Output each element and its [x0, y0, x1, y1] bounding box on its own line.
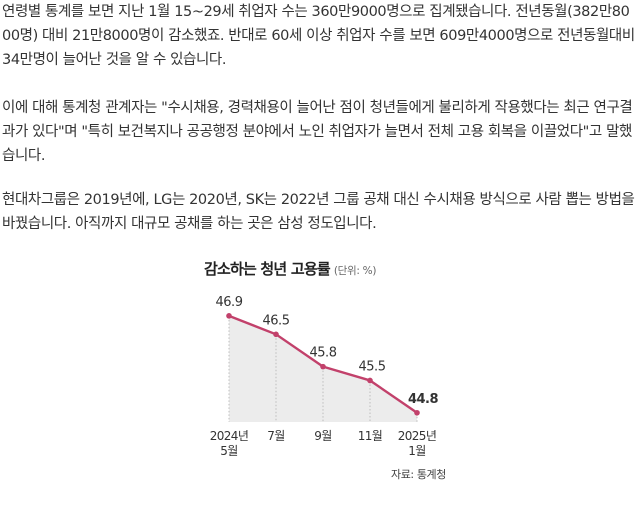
chart-data-label: 46.5 — [263, 313, 290, 328]
chart-point — [320, 363, 326, 370]
article-paragraph-2: 이에 대해 통계청 관계자는 "수시채용, 경력채용이 늘어난 점이 청년들에게… — [2, 100, 633, 164]
chart-x-tick-label: 9월 — [314, 429, 331, 443]
chart-data-label: 44.8 — [408, 392, 439, 407]
article-paragraph-3: 현대차그룹은 2019년에, LG는 2020년, SK는 2022년 그룹 공… — [2, 192, 635, 232]
chart-data-label: 46.9 — [216, 295, 243, 310]
chart-point — [414, 409, 420, 416]
chart-x-tick-label: 5월 — [220, 444, 237, 458]
chart-point — [226, 313, 232, 319]
chart-data-label: 45.8 — [310, 346, 337, 361]
chart-x-tick-label: 7월 — [267, 429, 284, 443]
chart-title-text: 감소하는 청년 고용률 — [204, 260, 331, 278]
chart-x-tick-label: 2025년 — [398, 429, 437, 443]
chart-point — [367, 377, 373, 384]
article-paragraph-1: 연령별 통계를 보면 지난 1월 15~29세 취업자 수는 360만9000명… — [2, 4, 635, 68]
youth-employment-chart: 감소하는 청년 고용률 (단위: %) 46.9 46.5 45.8 45.5 44.8 2… — [204, 250, 448, 527]
chart-x-tick-label: 1월 — [408, 444, 425, 458]
chart-data-label: 45.5 — [359, 359, 386, 374]
chart-x-tick-label: 11월 — [358, 429, 383, 443]
chart-point — [273, 331, 279, 338]
chart-source: 자료: 통계청 — [390, 468, 446, 481]
chart-unit: (단위: %) — [333, 265, 377, 277]
chart-title: 감소하는 청년 고용률 (단위: %) — [204, 258, 376, 279]
chart-x-tick-label: 2024년 — [210, 429, 249, 443]
